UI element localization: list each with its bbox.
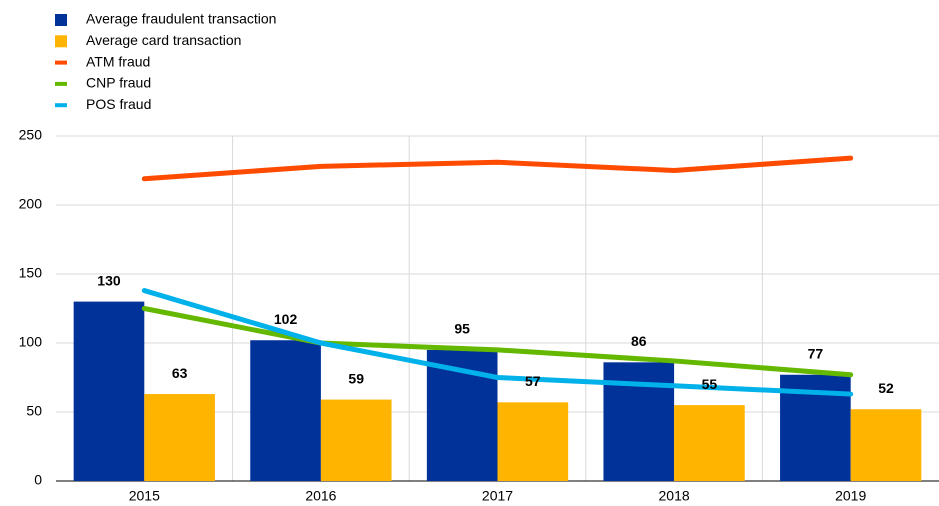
data-label: 63: [172, 365, 188, 381]
data-label: 86: [631, 333, 647, 349]
legend-label: ATM fraud: [86, 53, 150, 69]
legend-label: Average card transaction: [86, 32, 241, 48]
y-tick-label: 250: [19, 127, 43, 143]
y-tick-label: 100: [19, 334, 43, 350]
data-label: 52: [878, 380, 894, 396]
bar: [603, 362, 675, 481]
legend-label: CNP fraud: [86, 75, 151, 91]
y-tick-label: 200: [19, 196, 43, 212]
legend-label: POS fraud: [86, 96, 151, 112]
legend-swatch: [55, 35, 67, 48]
legend-swatch: [55, 14, 67, 26]
bar: [73, 301, 145, 481]
bar: [497, 402, 569, 481]
y-tick-label: 0: [34, 472, 42, 488]
y-tick-label: 50: [26, 403, 42, 419]
data-label: 59: [348, 370, 364, 386]
data-label: 55: [702, 376, 718, 392]
x-tick-label: 2019: [835, 488, 866, 504]
data-label: 102: [274, 311, 298, 327]
data-label: 57: [525, 373, 541, 389]
data-label: 130: [97, 272, 121, 288]
data-label: 95: [454, 321, 470, 337]
x-tick-label: 2016: [305, 488, 336, 504]
bar: [320, 399, 392, 481]
line-series: [141, 306, 854, 378]
bar: [250, 340, 321, 481]
legend-label: Average fraudulent transaction: [86, 11, 276, 27]
bar: [144, 394, 215, 481]
line-series: [141, 288, 854, 397]
data-label: 77: [808, 345, 824, 361]
y-tick-label: 150: [19, 265, 43, 281]
line-series: [141, 155, 854, 182]
x-tick-label: 2018: [659, 488, 690, 504]
bar: [674, 405, 745, 481]
x-tick-label: 2017: [482, 488, 513, 504]
bar: [850, 409, 922, 481]
x-tick-label: 2015: [129, 488, 160, 504]
